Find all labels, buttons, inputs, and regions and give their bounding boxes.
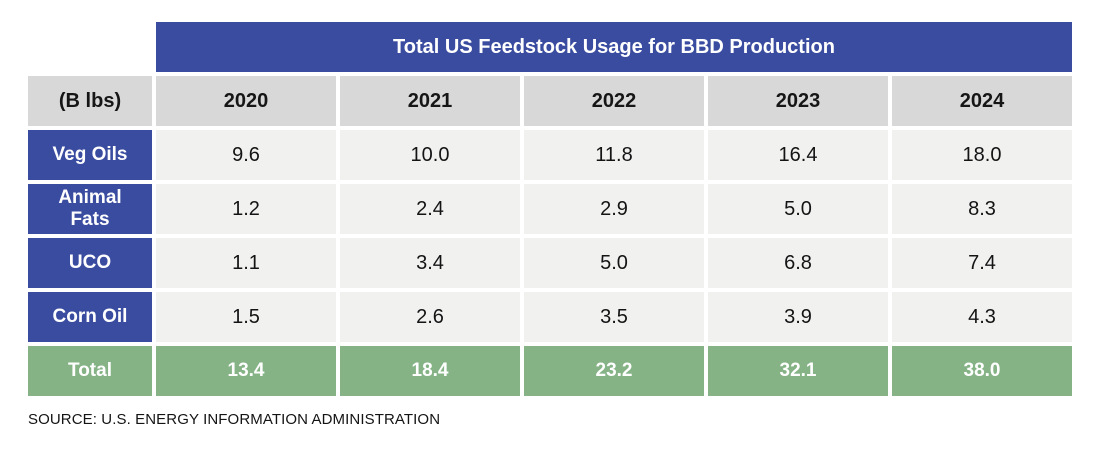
column-header-2021: 2021 [340, 76, 520, 126]
table-row-uco: UCO 1.1 3.4 5.0 6.8 7.4 [28, 238, 1072, 288]
corner-spacer [28, 22, 152, 72]
data-cell: 3.9 [708, 292, 888, 342]
data-cell: 18.0 [892, 130, 1072, 180]
data-cell: 6.8 [708, 238, 888, 288]
total-cell: 23.2 [524, 346, 704, 396]
table-row-veg-oils: Veg Oils 9.6 10.0 11.8 16.4 18.0 [28, 130, 1072, 180]
column-header-2022: 2022 [524, 76, 704, 126]
row-header-total: Total [28, 346, 152, 396]
total-cell: 38.0 [892, 346, 1072, 396]
total-cell: 32.1 [708, 346, 888, 396]
row-header-animal-fats: Animal Fats [28, 184, 152, 234]
data-cell: 11.8 [524, 130, 704, 180]
data-cell: 1.2 [156, 184, 336, 234]
data-cell: 7.4 [892, 238, 1072, 288]
data-cell: 2.6 [340, 292, 520, 342]
data-cell: 1.5 [156, 292, 336, 342]
table-row-animal-fats: Animal Fats 1.2 2.4 2.9 5.0 8.3 [28, 184, 1072, 234]
column-header-2020: 2020 [156, 76, 336, 126]
data-cell: 5.0 [524, 238, 704, 288]
data-cell: 10.0 [340, 130, 520, 180]
row-header-uco: UCO [28, 238, 152, 288]
row-header-veg-oils: Veg Oils [28, 130, 152, 180]
column-header-2024: 2024 [892, 76, 1072, 126]
data-cell: 2.9 [524, 184, 704, 234]
table-title: Total US Feedstock Usage for BBD Product… [156, 22, 1072, 72]
header-row: (B lbs) 2020 2021 2022 2023 2024 [28, 76, 1072, 126]
data-cell: 4.3 [892, 292, 1072, 342]
column-header-2023: 2023 [708, 76, 888, 126]
data-cell: 5.0 [708, 184, 888, 234]
title-row: Total US Feedstock Usage for BBD Product… [28, 22, 1072, 72]
data-cell: 16.4 [708, 130, 888, 180]
data-cell: 8.3 [892, 184, 1072, 234]
unit-label: (B lbs) [28, 76, 152, 126]
total-cell: 13.4 [156, 346, 336, 396]
source-attribution: SOURCE: U.S. ENERGY INFORMATION ADMINIST… [28, 411, 441, 428]
data-cell: 3.4 [340, 238, 520, 288]
total-cell: 18.4 [340, 346, 520, 396]
table-row-total: Total 13.4 18.4 23.2 32.1 38.0 [28, 346, 1072, 396]
row-header-corn-oil: Corn Oil [28, 292, 152, 342]
feedstock-table: Total US Feedstock Usage for BBD Product… [24, 18, 1076, 400]
page: Total US Feedstock Usage for BBD Product… [0, 18, 1111, 470]
table-row-corn-oil: Corn Oil 1.5 2.6 3.5 3.9 4.3 [28, 292, 1072, 342]
data-cell: 1.1 [156, 238, 336, 288]
data-cell: 2.4 [340, 184, 520, 234]
data-cell: 3.5 [524, 292, 704, 342]
data-cell: 9.6 [156, 130, 336, 180]
